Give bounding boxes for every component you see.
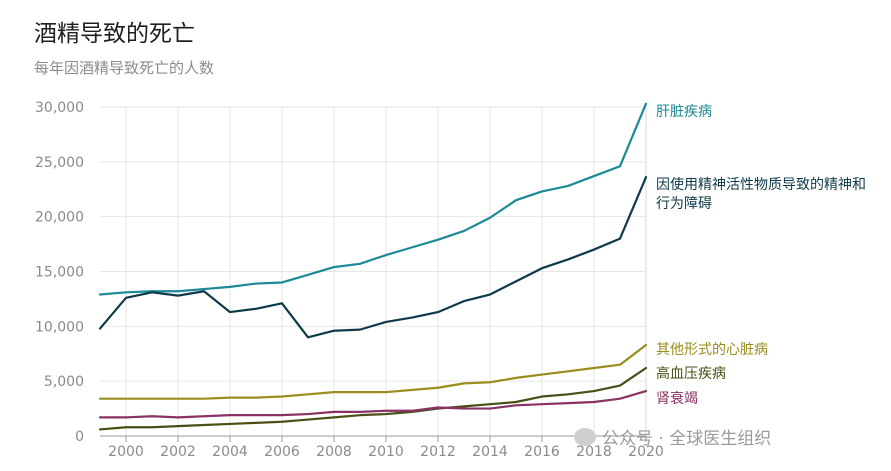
watermark-text: 公众号 · 全球医生组织 bbox=[602, 429, 772, 449]
x-tick-label: 2012 bbox=[420, 444, 456, 460]
y-tick-label: 0 bbox=[75, 429, 84, 445]
grid-lines bbox=[100, 106, 647, 437]
y-axis: 0 5,000 10,000 15,000 20,000 25,000 30,000 bbox=[35, 100, 84, 445]
x-tick-label: 2008 bbox=[316, 444, 352, 460]
wechat-icon bbox=[574, 427, 596, 446]
x-tick-label: 2014 bbox=[472, 444, 508, 460]
series-label: 肝脏疾病 bbox=[656, 104, 712, 120]
x-tick-label: 2002 bbox=[160, 444, 196, 460]
y-tick-label: 25,000 bbox=[35, 155, 84, 171]
x-tick-label: 2010 bbox=[368, 444, 404, 460]
series-line bbox=[98, 389, 648, 419]
x-axis: 2000 2002 2004 2006 2008 2010 2012 2014 2016 2018… bbox=[100, 435, 664, 460]
x-tick-label: 2020 bbox=[628, 444, 664, 460]
series-label: 高血压疾病 bbox=[656, 365, 726, 382]
x-tick-label: 2004 bbox=[212, 444, 248, 460]
series-label-line: 行为障碍 bbox=[656, 196, 712, 212]
series-line bbox=[98, 366, 648, 431]
x-tick-label: 2000 bbox=[108, 444, 144, 460]
series-label-line: 因使用精神活性物质导致的精神和 bbox=[656, 176, 866, 193]
series-label: 其他形式的心脏病 bbox=[656, 342, 768, 358]
y-tick-label: 20,000 bbox=[35, 210, 84, 226]
series-line bbox=[98, 343, 648, 400]
x-tick-label: 2016 bbox=[524, 444, 560, 460]
series-line bbox=[98, 176, 648, 339]
x-tick-label: 2006 bbox=[264, 444, 300, 460]
series-lines bbox=[98, 102, 648, 431]
y-tick-label: 10,000 bbox=[35, 319, 84, 335]
y-tick-label: 5,000 bbox=[44, 374, 84, 390]
series-line bbox=[98, 102, 648, 296]
chart-title: 酒精导致的死亡 bbox=[34, 21, 195, 47]
y-tick-label: 15,000 bbox=[35, 265, 84, 281]
series-label: 因使用精神活性物质导致的精神和行为障碍 bbox=[656, 176, 866, 212]
y-tick-label: 30,000 bbox=[35, 100, 84, 116]
chart-subtitle: 每年因酒精导致死亡的人数 bbox=[34, 59, 215, 77]
watermark: 公众号 · 全球医生组织 bbox=[574, 424, 771, 449]
x-tick-label: 2018 bbox=[576, 444, 612, 460]
series-label: 肾衰竭 bbox=[656, 390, 698, 407]
